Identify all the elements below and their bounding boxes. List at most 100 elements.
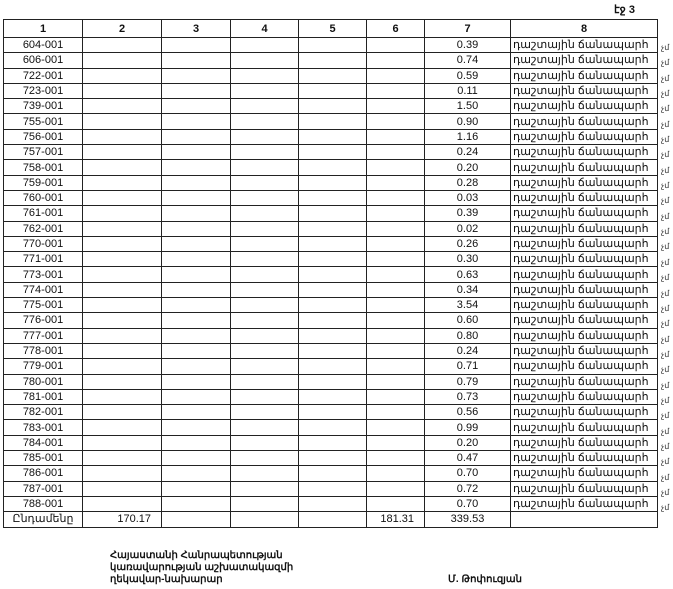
empty-cell	[230, 281, 299, 299]
empty-cell	[366, 113, 425, 130]
empty-cell	[230, 235, 299, 253]
side-mark: չմ	[661, 119, 670, 129]
row-area: 0.79	[424, 373, 511, 390]
empty-cell	[161, 327, 231, 344]
row-area: 0.56	[424, 404, 511, 421]
column-header: 5	[298, 19, 367, 38]
row-code: 759-001	[3, 174, 83, 191]
empty-cell	[161, 434, 231, 452]
row-area: 0.60	[424, 312, 511, 329]
side-mark: չմ	[661, 43, 670, 52]
total-col2: 170.17	[82, 511, 162, 528]
row-type: դաշտային ճանապարհ	[510, 251, 658, 268]
empty-cell	[230, 205, 299, 222]
side-mark: չմ	[661, 288, 670, 298]
row-area: 0.47	[424, 450, 511, 467]
empty-cell	[366, 450, 425, 467]
side-mark: չմ	[661, 257, 670, 267]
table-row: 773-001 0.63 դաշտային ճանապարհ	[3, 266, 658, 283]
empty-cell	[366, 373, 425, 390]
row-type: դաշտային ճանապարհ	[510, 358, 658, 375]
empty-cell	[82, 419, 162, 436]
empty-cell	[366, 67, 425, 84]
side-mark: չմ	[661, 380, 670, 390]
column-header: 8	[510, 19, 658, 38]
signature-title-line: ղեկավար-նախարար	[110, 574, 223, 585]
row-type: դաշտային ճանապարհ	[510, 312, 658, 329]
empty-cell	[82, 266, 162, 283]
empty-cell	[82, 465, 162, 482]
row-area: 0.70	[424, 495, 511, 513]
empty-cell	[161, 36, 231, 54]
row-type: դաշտային ճանապարհ	[510, 98, 658, 115]
land-table: 1 2 3 4 5 6 7 8 604-001 0.39 դաշտային ճանա…	[3, 19, 658, 528]
empty-cell	[230, 98, 299, 115]
side-mark: չմ	[661, 273, 670, 283]
row-area: 0.28	[424, 174, 511, 191]
row-code: 775-001	[3, 297, 83, 314]
row-area: 1.16	[424, 128, 511, 146]
empty-cell	[161, 235, 231, 253]
table-row: 788-001 0.70 դաշտային ճանապարհ	[3, 495, 658, 513]
empty-cell	[298, 495, 367, 513]
row-code: 776-001	[3, 312, 83, 329]
empty-cell	[298, 297, 367, 314]
row-type: դաշտային ճանապարհ	[510, 373, 658, 390]
empty-cell	[82, 82, 162, 100]
side-mark: չմ	[661, 503, 670, 513]
empty-cell	[366, 220, 425, 237]
table-row: 776-001 0.60 դաշտային ճանապարհ	[3, 312, 658, 329]
side-mark: չմ	[661, 211, 670, 221]
row-code: 782-001	[3, 404, 83, 421]
empty-cell	[82, 358, 162, 375]
table-row: 782-001 0.56 դաշտային ճանապարհ	[3, 404, 658, 421]
row-type: դաշտային ճանապարհ	[510, 82, 658, 100]
empty-cell	[82, 67, 162, 84]
empty-cell	[298, 281, 367, 299]
empty-cell	[161, 52, 231, 69]
side-mark: չմ	[661, 441, 670, 451]
row-type: դաշտային ճանապարհ	[510, 159, 658, 176]
empty-cell	[82, 98, 162, 115]
row-type: դաշտային ճանապարհ	[510, 36, 658, 54]
side-mark: չմ	[661, 395, 670, 405]
table-row: 760-001 0.03 դաշտային ճանապարհ	[3, 189, 658, 207]
total-col7: 339.53	[424, 511, 511, 528]
empty-cell	[230, 434, 299, 452]
row-code: 604-001	[3, 36, 83, 54]
empty-cell	[366, 358, 425, 375]
empty-cell	[161, 281, 231, 299]
table-row: 775-001 3.54 դաշտային ճանապարհ	[3, 297, 658, 314]
signature-title: Հայաստանի Հանրապետության կառավարության ա…	[110, 550, 293, 586]
empty-cell	[230, 128, 299, 146]
empty-cell	[230, 220, 299, 237]
row-code: 722-001	[3, 67, 83, 84]
row-type: դաշտային ճանապարհ	[510, 297, 658, 314]
table-row: 758-001 0.20 դաշտային ճանապարհ	[3, 159, 658, 176]
side-mark: չմ	[661, 181, 670, 191]
side-mark: չմ	[661, 411, 670, 421]
empty-cell	[366, 189, 425, 207]
empty-cell	[82, 342, 162, 360]
empty-cell	[298, 67, 367, 84]
empty-cell	[230, 404, 299, 421]
empty-cell	[298, 189, 367, 207]
empty-cell	[230, 36, 299, 54]
row-type: դաշտային ճանապարհ	[510, 113, 658, 130]
empty-cell	[161, 419, 231, 436]
side-mark: չմ	[661, 349, 670, 359]
empty-cell	[230, 159, 299, 176]
empty-cell	[298, 52, 367, 69]
empty-cell	[298, 450, 367, 467]
side-mark: չմ	[661, 472, 670, 482]
table-row: 762-001 0.02 դաշտային ճանապարհ	[3, 220, 658, 237]
row-code: 762-001	[3, 220, 83, 237]
row-type: դաշտային ճանապարհ	[510, 235, 658, 253]
row-code: 788-001	[3, 495, 83, 513]
empty-cell	[82, 450, 162, 467]
empty-cell	[366, 312, 425, 329]
table-row: 761-001 0.39 դաշտային ճանապարհ	[3, 205, 658, 222]
row-area: 0.11	[424, 82, 511, 100]
row-area: 0.90	[424, 113, 511, 130]
row-type: դաշտային ճանապարհ	[510, 128, 658, 146]
